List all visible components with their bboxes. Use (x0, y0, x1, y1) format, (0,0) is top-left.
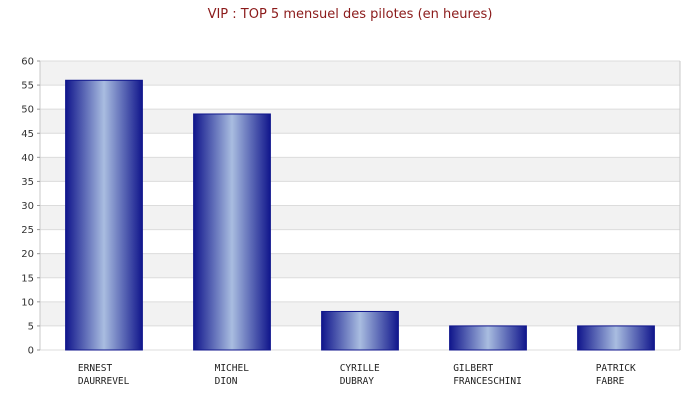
y-tick-label: 25 (21, 225, 34, 236)
chart-title: VIP : TOP 5 mensuel des pilotes (en heur… (208, 7, 493, 22)
bar (193, 113, 271, 351)
y-tick-label: 0 (28, 346, 34, 357)
x-tick-label: FRANCESCHINI (453, 376, 522, 387)
y-tick-label: 5 (28, 321, 34, 332)
grid-lines (39, 60, 681, 351)
bar (577, 325, 655, 351)
grid-band (40, 109, 680, 134)
bar (321, 310, 399, 351)
y-tick-label: 60 (21, 57, 34, 68)
y-tick-label: 20 (21, 249, 34, 260)
x-tick-label: DION (215, 376, 238, 387)
grid-band (40, 61, 680, 86)
y-tick-label: 55 (21, 81, 34, 92)
x-axis-labels: ERNEST DAURREVEL MICHEL DION CYRILLE DUBRAY GI… (78, 363, 636, 387)
y-tick-label: 30 (21, 201, 34, 212)
x-tick-label: ERNEST (78, 363, 113, 374)
x-tick-label: MICHEL (215, 363, 250, 374)
x-tick-label: FABRE (596, 376, 625, 387)
x-tick-label: PATRICK (596, 363, 636, 374)
y-tick-label: 50 (21, 105, 34, 116)
x-tick-label: DUBRAY (340, 376, 375, 387)
y-axis: 0 5 10 15 20 25 30 35 40 45 50 55 60 (21, 57, 40, 357)
x-tick-label: DAURREVEL (78, 376, 130, 387)
grid-band (40, 253, 680, 278)
y-tick-label: 45 (21, 129, 34, 140)
bar (449, 325, 527, 351)
bar (65, 79, 143, 351)
grid-band (40, 157, 680, 182)
grid-band (40, 205, 680, 230)
y-tick-label: 15 (21, 273, 34, 284)
grid-bands (40, 61, 680, 326)
y-tick-label: 10 (21, 297, 34, 308)
x-tick-label: CYRILLE (340, 363, 380, 374)
y-tick-label: 40 (21, 153, 34, 164)
x-tick-label: GILBERT (453, 363, 493, 374)
y-tick-label: 35 (21, 177, 34, 188)
bars (65, 79, 655, 351)
